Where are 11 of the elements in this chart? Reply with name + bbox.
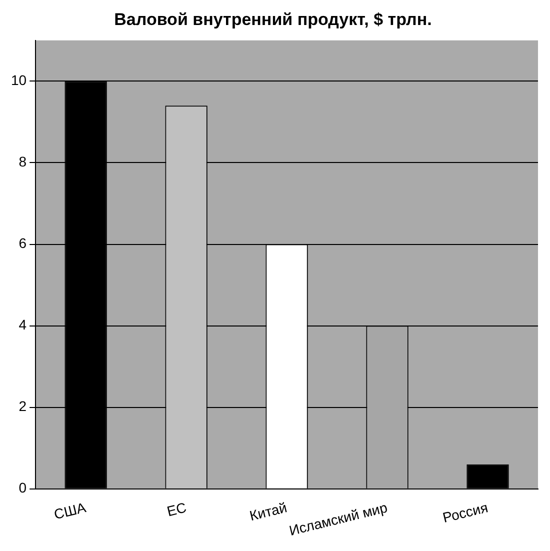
y-tick-label: 2 xyxy=(18,398,27,414)
y-tick-label: 10 xyxy=(10,72,27,88)
x-tick-label: США xyxy=(52,499,88,522)
y-tick-label: 8 xyxy=(18,154,27,170)
x-tick-label: Китай xyxy=(248,499,288,524)
x-tick-label: Россия xyxy=(441,499,490,526)
y-tick-label: 4 xyxy=(18,316,27,333)
y-tick-label: 6 xyxy=(18,235,27,252)
y-tick-label: 0 xyxy=(18,480,27,496)
x-tick-label: ЕС xyxy=(165,499,188,520)
chart-title: Валовой внутренний продукт, $ трлн. xyxy=(114,10,432,29)
